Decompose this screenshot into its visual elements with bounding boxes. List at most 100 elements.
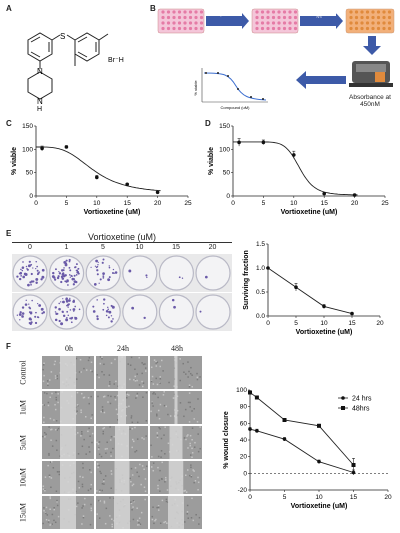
cell-texture — [173, 385, 175, 387]
cell-texture — [56, 429, 58, 431]
cell-texture — [138, 521, 140, 524]
cell-texture — [97, 443, 100, 445]
cell-texture — [141, 362, 143, 364]
cell-texture — [141, 385, 144, 388]
cell-texture — [75, 413, 77, 415]
cell-texture — [172, 397, 175, 399]
cell-texture — [47, 521, 50, 523]
chemical-structure: S N N H Br⁻H — [27, 32, 124, 112]
colony — [60, 269, 64, 272]
colony — [108, 266, 111, 269]
cell-texture — [157, 506, 160, 508]
wound-gap — [60, 496, 76, 529]
treatment-label: 5uM — [18, 434, 28, 451]
cell-texture — [153, 391, 155, 394]
cell-texture — [90, 369, 92, 372]
cell-texture — [109, 497, 111, 499]
cell-texture — [166, 522, 168, 524]
x-tick-label: 0 — [248, 494, 252, 501]
culture-dish — [195, 294, 231, 330]
colony — [35, 261, 37, 263]
cell-texture — [188, 370, 190, 373]
cell-texture — [99, 362, 102, 365]
cell-texture — [116, 394, 119, 397]
cell-texture — [90, 507, 93, 509]
cell-texture — [48, 474, 51, 477]
colony — [105, 309, 109, 313]
cell-texture — [193, 418, 195, 420]
cell-texture — [130, 501, 132, 503]
cell-texture — [169, 415, 172, 417]
colony — [67, 280, 69, 283]
chart-d: 0 5 10 15 20 25 0 50 100 150 Vortioxetine (uM) % vi… — [208, 123, 389, 216]
cell-texture — [106, 441, 108, 444]
colony — [110, 315, 113, 317]
cell-texture — [96, 513, 98, 515]
legend-marker — [341, 396, 345, 400]
wound-healing-images: 0h 24h 48h Control 1uM 5uM 10uM 15uM — [8, 344, 204, 530]
workflow-graphics: % viable Compound (uM) — [157, 8, 395, 110]
cell-texture — [57, 401, 59, 404]
data-point — [237, 140, 241, 145]
data-point — [317, 423, 321, 428]
cell-texture — [183, 371, 185, 373]
colony — [62, 314, 66, 318]
cell-texture — [105, 452, 107, 454]
cell-texture — [113, 383, 116, 385]
arrow-down-icon — [363, 36, 381, 55]
cell-texture — [96, 490, 98, 492]
colony — [70, 321, 73, 324]
colony — [60, 322, 64, 326]
cell-texture — [53, 508, 56, 511]
cell-texture — [163, 521, 165, 524]
cell-texture — [43, 374, 45, 377]
cell-texture — [193, 408, 195, 410]
cell-texture — [186, 504, 189, 507]
cell-texture — [156, 435, 159, 437]
cell-texture — [91, 441, 93, 444]
wound-gap — [168, 461, 184, 494]
colony — [38, 304, 42, 307]
x-tick-label: 20 — [154, 200, 162, 207]
y-tick-label: 80 — [240, 404, 248, 411]
colony — [77, 267, 80, 270]
data-point — [266, 266, 270, 270]
panel-label-d: D — [205, 119, 211, 128]
cell-texture — [158, 417, 161, 420]
colony — [30, 284, 32, 286]
x-axis-label: Vortioxetine (uM) — [291, 503, 348, 510]
cell-texture — [187, 361, 189, 363]
cell-texture — [110, 473, 113, 475]
cell-texture — [77, 480, 80, 483]
cell-texture — [54, 377, 57, 379]
cell-texture — [98, 441, 101, 443]
cell-texture — [138, 475, 140, 478]
cell-texture — [132, 483, 135, 486]
cell-texture — [184, 489, 186, 492]
time-label: 48h — [171, 344, 183, 353]
cell-texture — [185, 491, 188, 493]
cell-texture — [131, 484, 134, 487]
colony — [108, 310, 112, 314]
colony — [67, 314, 69, 317]
x-tick-label: 15 — [124, 200, 132, 207]
cell-texture — [99, 500, 101, 502]
cell-texture — [151, 515, 154, 518]
colony — [54, 278, 57, 281]
x-tick-label: 20 — [384, 494, 392, 501]
cell-texture — [109, 439, 112, 441]
cell-texture — [196, 378, 199, 381]
cell-texture — [187, 517, 189, 519]
y-tick-label: 1.0 — [256, 265, 265, 272]
cell-texture — [126, 393, 129, 396]
cell-texture — [85, 453, 87, 455]
cell-texture — [189, 444, 192, 447]
cell-texture — [129, 378, 131, 381]
cell-texture — [90, 509, 93, 512]
cell-texture — [165, 498, 168, 501]
cell-texture — [50, 477, 53, 479]
colony — [19, 311, 22, 314]
cell-texture — [157, 409, 160, 412]
colony — [107, 306, 109, 309]
colony — [96, 317, 99, 321]
